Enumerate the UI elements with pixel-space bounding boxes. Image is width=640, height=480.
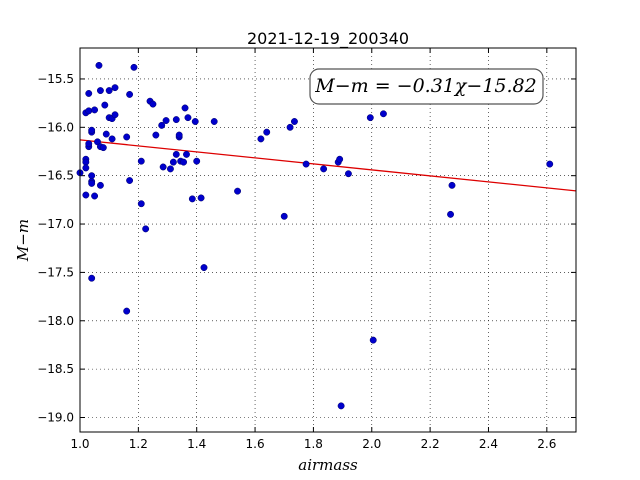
data-point <box>447 210 454 218</box>
y-tick-label: −16.0 <box>37 120 74 134</box>
data-point <box>286 123 294 131</box>
x-tick-label: 2.4 <box>479 437 498 451</box>
y-tick-label: −15.5 <box>37 72 74 86</box>
data-point <box>105 87 113 95</box>
y-tick-label: −17.0 <box>37 217 74 231</box>
x-axis-label: airmass <box>298 456 358 474</box>
data-point <box>448 181 456 189</box>
data-point <box>337 402 345 410</box>
data-point <box>169 158 177 166</box>
data-point <box>197 194 205 202</box>
annotation-frame <box>309 68 544 105</box>
data-point <box>366 114 374 122</box>
y-tick-label: −16.5 <box>37 169 74 183</box>
data-point <box>302 160 310 168</box>
plot-frame <box>79 47 577 433</box>
data-point <box>137 200 145 208</box>
data-point <box>85 90 93 97</box>
data-point <box>546 160 554 168</box>
data-point <box>142 225 150 233</box>
x-tick-label: 1.0 <box>70 437 89 451</box>
data-point <box>166 165 174 173</box>
data-point <box>336 155 344 163</box>
data-point <box>172 150 180 158</box>
data-point <box>88 179 96 187</box>
y-tick-label: −18.5 <box>37 362 74 376</box>
data-point <box>82 164 90 172</box>
plot-area <box>80 48 576 432</box>
data-point <box>111 84 119 92</box>
data-point <box>369 336 377 344</box>
data-point <box>91 192 99 200</box>
data-point <box>149 100 157 108</box>
data-point <box>95 61 103 69</box>
chart-title: 2021-12-19_200340 <box>247 29 409 49</box>
data-point <box>280 212 288 220</box>
data-point <box>181 104 189 112</box>
data-point <box>152 131 160 139</box>
data-point <box>257 135 265 143</box>
data-point <box>234 187 242 195</box>
y-tick-label: −18.0 <box>37 314 74 328</box>
y-tick-label: −19.0 <box>37 410 74 424</box>
data-point <box>175 131 183 139</box>
data-point <box>96 87 104 95</box>
data-layer <box>76 61 576 410</box>
data-point <box>183 150 190 158</box>
data-point <box>88 126 96 134</box>
data-point <box>85 140 93 148</box>
data-point <box>102 130 110 138</box>
x-tick-label: 1.4 <box>187 437 206 451</box>
data-point <box>99 144 107 152</box>
annotation-text: M−m = −0.31χ−15.82 <box>314 75 536 97</box>
data-point <box>96 181 104 189</box>
fit-line <box>80 139 576 192</box>
data-point <box>137 157 145 165</box>
data-point <box>82 191 90 199</box>
data-point <box>263 128 271 136</box>
data-point <box>111 111 119 119</box>
data-point <box>82 158 90 166</box>
data-point <box>191 118 199 125</box>
x-tick-label: 1.8 <box>304 437 323 451</box>
data-point <box>180 158 188 166</box>
data-point <box>101 101 109 109</box>
data-point <box>108 135 116 143</box>
data-point <box>126 90 134 98</box>
data-point <box>158 121 166 129</box>
data-point <box>184 114 192 122</box>
ticks-layer: 1.0 1.2 1.4 1.6 1.8 2.0 2.2 2.4 2.6 −15.5 −16.0 −16… <box>37 48 576 451</box>
data-point <box>126 177 134 184</box>
data-point <box>200 264 208 272</box>
fit-layer <box>80 139 576 192</box>
data-point <box>159 163 167 171</box>
data-point <box>123 307 131 315</box>
x-tick-label: 1.6 <box>246 437 265 451</box>
data-point <box>85 107 93 115</box>
data-point <box>344 170 352 178</box>
data-point <box>130 63 138 71</box>
y-axis-label: M−m <box>14 219 32 262</box>
grid-layer <box>79 48 576 432</box>
data-point <box>379 110 387 118</box>
x-tick-label: 2.0 <box>362 437 381 451</box>
data-point <box>290 118 298 125</box>
data-point <box>91 106 99 114</box>
data-point <box>88 274 96 282</box>
y-tick-label: −17.5 <box>37 265 74 279</box>
x-tick-label: 2.2 <box>421 437 440 451</box>
data-point <box>162 117 170 124</box>
data-point <box>172 116 180 124</box>
data-point <box>320 165 328 173</box>
data-point <box>88 172 96 180</box>
data-point <box>193 157 201 165</box>
data-point <box>123 133 131 141</box>
data-point <box>188 195 196 203</box>
fit-annotation: M−m = −0.31χ−15.82 <box>309 68 544 105</box>
x-tick-label: 2.6 <box>537 437 556 451</box>
x-tick-label: 1.2 <box>129 437 148 451</box>
points-layer <box>76 61 554 410</box>
data-point <box>210 118 218 125</box>
